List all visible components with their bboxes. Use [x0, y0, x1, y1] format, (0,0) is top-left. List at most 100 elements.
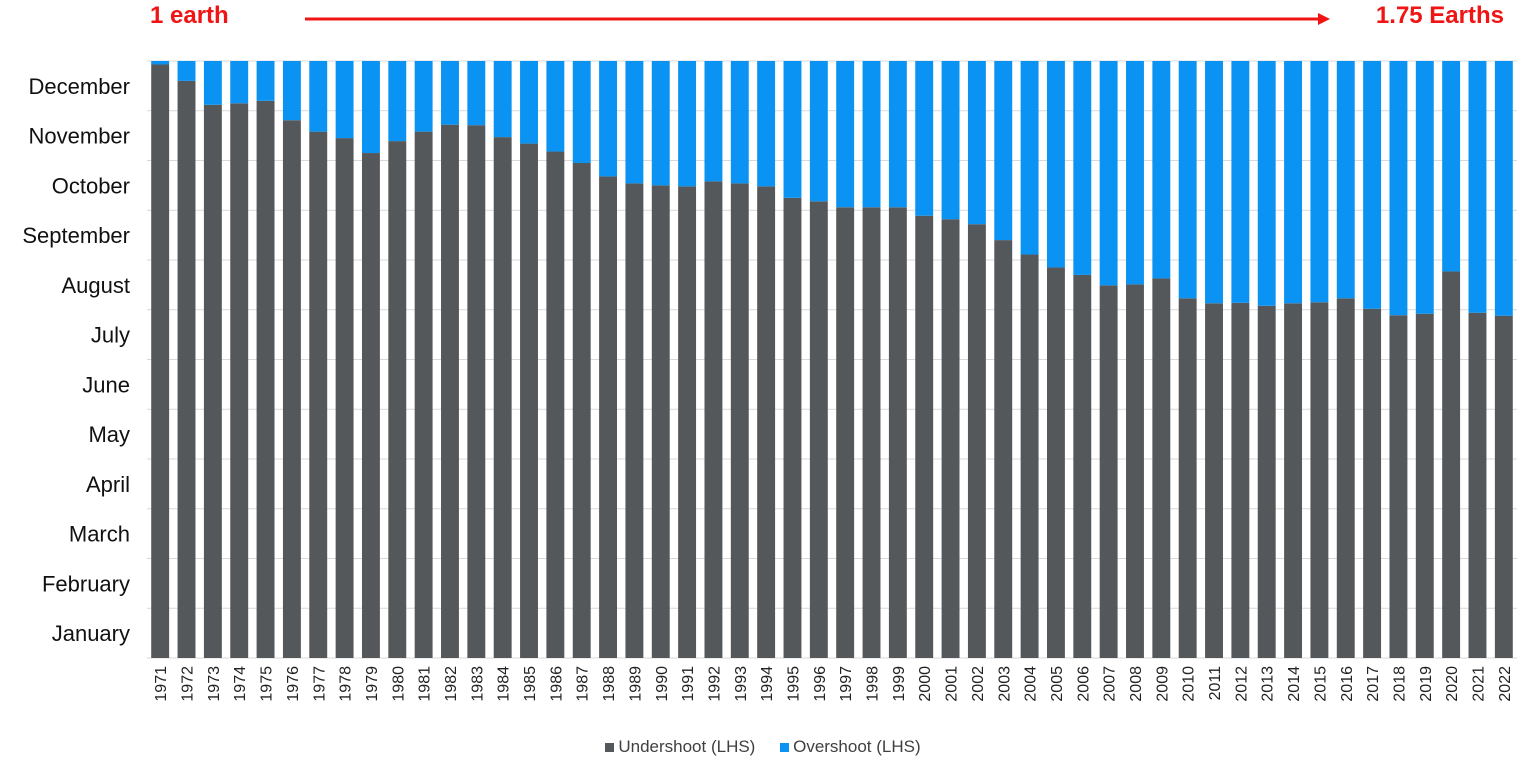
- bar-overshoot-1998: [862, 61, 881, 208]
- bar-overshoot-1984: [493, 61, 512, 138]
- bar-overshoot-2003: [994, 61, 1013, 241]
- y-tick-label: May: [88, 422, 130, 447]
- bar-undershoot-2006: [1073, 274, 1092, 658]
- x-tick-label: 1987: [575, 666, 592, 702]
- x-tick-label: 1973: [206, 666, 223, 702]
- bar-undershoot-1990: [651, 185, 670, 658]
- bar-overshoot-1974: [230, 61, 249, 104]
- y-tick-label: February: [42, 571, 130, 596]
- x-tick-label: 1974: [232, 666, 249, 702]
- x-tick-label: 2000: [917, 666, 934, 702]
- bar-undershoot-1992: [704, 181, 723, 658]
- bar-undershoot-1998: [862, 207, 881, 658]
- x-tick-label: 2001: [944, 666, 961, 702]
- x-tick-label: 1986: [548, 666, 565, 702]
- x-tick-label: 1982: [443, 666, 460, 702]
- bar-undershoot-2021: [1468, 312, 1487, 658]
- bar-undershoot-1985: [520, 143, 538, 658]
- bar-overshoot-2022: [1494, 61, 1513, 316]
- bar-overshoot-1991: [678, 61, 697, 187]
- bar-undershoot-1989: [625, 183, 644, 658]
- x-tick-label: 1971: [153, 666, 170, 702]
- bar-undershoot-2004: [1020, 254, 1039, 658]
- legend-item-overshoot: Overshoot (LHS): [780, 737, 921, 757]
- bar-overshoot-1997: [836, 61, 855, 208]
- bar-undershoot-1999: [888, 207, 907, 658]
- annotation-one-earth: 1 earth: [150, 2, 229, 29]
- bar-undershoot-1973: [203, 104, 222, 658]
- bar-overshoot-2016: [1336, 61, 1355, 299]
- legend-label-undershoot: Undershoot (LHS): [618, 737, 756, 756]
- x-tick-label: 1997: [838, 666, 855, 702]
- bar-undershoot-1997: [836, 207, 855, 658]
- bar-overshoot-2018: [1389, 61, 1408, 316]
- bar-overshoot-1971: [151, 61, 170, 65]
- bar-undershoot-2008: [1126, 284, 1144, 658]
- x-tick-label: 2014: [1286, 666, 1303, 702]
- bar-overshoot-1996: [809, 61, 828, 202]
- bar-undershoot-2001: [941, 219, 960, 658]
- bar-overshoot-2002: [967, 61, 986, 225]
- bar-undershoot-2010: [1178, 298, 1197, 658]
- x-tick-label: 1978: [338, 666, 355, 702]
- x-axis-labels: 1971 1972 1973 1974 1975 1976 1977 1978 1979 1980…: [153, 666, 1514, 702]
- x-tick-label: 1993: [733, 666, 750, 702]
- bar-undershoot-1975: [256, 100, 275, 659]
- bar-undershoot-1988: [599, 176, 618, 659]
- y-tick-label: August: [62, 273, 131, 298]
- x-tick-label: 1998: [865, 666, 882, 702]
- bar-undershoot-2000: [915, 215, 934, 658]
- x-tick-label: 1995: [785, 666, 802, 702]
- x-tick-label: 2009: [1154, 666, 1171, 702]
- bar-undershoot-1978: [335, 138, 354, 659]
- legend: Undershoot (LHS) Overshoot (LHS): [0, 737, 1526, 757]
- bar-overshoot-2020: [1442, 61, 1461, 272]
- bar-undershoot-1996: [809, 201, 828, 659]
- bar-undershoot-1991: [678, 186, 697, 658]
- bar-overshoot-2013: [1257, 61, 1276, 306]
- bar-undershoot-1976: [282, 120, 301, 658]
- bar-undershoot-2002: [967, 224, 986, 658]
- bar-overshoot-2007: [1099, 61, 1118, 286]
- x-tick-label: 2010: [1181, 666, 1198, 702]
- x-tick-label: 2004: [1023, 666, 1040, 702]
- bar-undershoot-2019: [1415, 313, 1434, 658]
- y-tick-label: November: [29, 124, 130, 149]
- bar-overshoot-1982: [441, 61, 459, 125]
- bar-overshoot-1972: [177, 61, 196, 81]
- bar-overshoot-1985: [520, 61, 538, 144]
- y-axis-labels: January February March April May June July Augu…: [22, 74, 130, 646]
- bar-undershoot-1972: [177, 80, 196, 658]
- bar-undershoot-1984: [493, 137, 512, 658]
- x-tick-label: 1989: [627, 666, 644, 702]
- x-tick-label: 2022: [1497, 666, 1514, 702]
- bar-undershoot-2005: [1046, 267, 1065, 658]
- x-tick-label: 2020: [1444, 666, 1461, 702]
- bar-overshoot-2001: [941, 61, 960, 220]
- bar-undershoot-2003: [994, 240, 1013, 658]
- x-tick-label: 1981: [417, 666, 434, 702]
- x-tick-label: 2017: [1365, 666, 1382, 702]
- bar-undershoot-2009: [1152, 278, 1171, 658]
- x-tick-label: 2008: [1128, 666, 1145, 702]
- bar-undershoot-1987: [572, 162, 591, 659]
- x-tick-label: 2002: [970, 666, 987, 702]
- x-tick-label: 1977: [311, 666, 328, 702]
- x-tick-label: 2012: [1233, 666, 1250, 702]
- bar-undershoot-2018: [1389, 315, 1408, 658]
- bar-overshoot-2014: [1284, 61, 1303, 304]
- x-tick-label: 1991: [680, 666, 697, 702]
- bar-overshoot-2004: [1020, 61, 1039, 255]
- x-tick-label: 1979: [364, 666, 381, 702]
- bar-undershoot-2020: [1442, 271, 1461, 658]
- bar-undershoot-2007: [1099, 285, 1118, 658]
- bar-overshoot-1992: [704, 61, 723, 182]
- x-tick-label: 2013: [1260, 666, 1277, 702]
- bar-undershoot-2011: [1205, 303, 1223, 658]
- bar-overshoot-1975: [256, 61, 275, 101]
- x-tick-label: 2018: [1391, 666, 1408, 702]
- bar-undershoot-1993: [730, 183, 749, 658]
- x-tick-label: 1985: [522, 666, 539, 702]
- bar-undershoot-1979: [361, 153, 380, 658]
